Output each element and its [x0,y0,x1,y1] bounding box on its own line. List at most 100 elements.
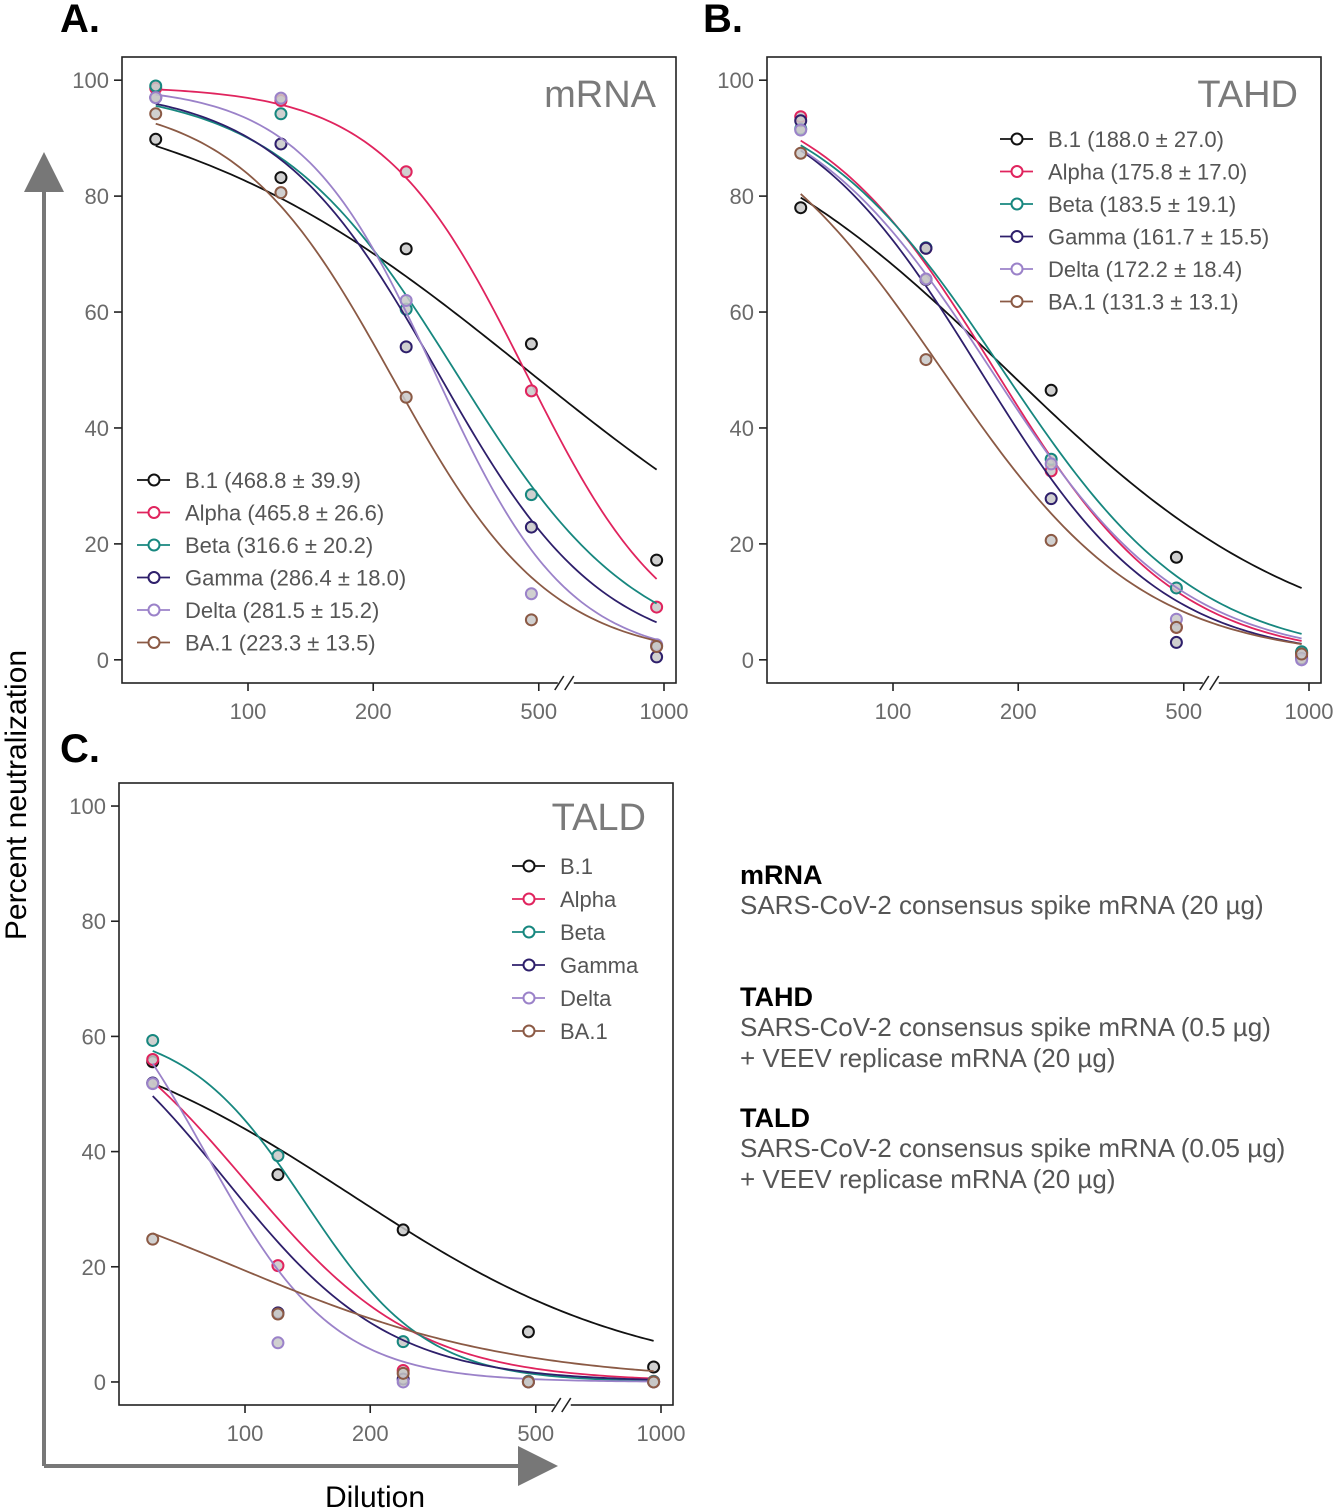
data-point-beta [524,488,538,502]
legend-label: B.1 [560,854,593,879]
legend-label: BA.1 (131.3 ± 13.1) [1048,290,1239,315]
fit-curve-ba1 [155,122,657,642]
panel-letter: C. [60,727,100,771]
description-title: mRNA [740,860,823,890]
plot-frame [121,56,677,684]
legend-marker [522,958,536,972]
fit-curve-beta [800,144,1302,635]
legend-marker [1010,262,1024,276]
data-point-b1 [521,1325,535,1339]
x-tick-label: 200 [352,1421,389,1446]
legend-marker [1010,165,1024,178]
panel-mrna: A. mRNA 0 20 40 60 80 100 100 200 500 1000 B.1 (468.… [60,0,688,724]
legend-item: B.1 (188.0 ± 27.0) [1000,127,1224,152]
fit-curve-b1 [800,196,1302,589]
legend-marker [1010,132,1024,146]
data-point-ba1 [149,107,163,121]
legend: B.1 (468.8 ± 39.9) Alpha (465.8 ± 26.6) Be… [137,468,406,656]
description-tald: TALD SARS-CoV-2 consensus spike mRNA (0.… [740,1103,1320,1195]
legend-item: Alpha (175.8 ± 17.0) [1000,160,1247,185]
y-tick-label: 40 [730,416,754,441]
data-point-b1 [271,1168,285,1182]
fit-curve-ba1 [800,193,1302,645]
data-point-beta [149,79,163,93]
legend-item: BA.1 (131.3 ± 13.1) [1000,290,1239,315]
data-point-ba1 [794,146,808,160]
plot-frame [766,56,1322,684]
data-point-delta [524,587,538,601]
y-tick-label: 40 [82,1140,106,1165]
data-point-b1 [647,1360,661,1374]
fit-curve-gamma [800,149,1302,645]
legend-item: BA.1 (223.3 ± 13.5) [137,631,376,656]
description-title: TAHD [740,982,813,1012]
data-point-b1 [396,1223,410,1237]
panel-letter: A. [60,0,100,41]
data-point-gamma [524,520,538,534]
x-tick-label: 100 [227,1421,264,1446]
description-line: + VEEV replicase mRNA (20 µg) [740,1043,1116,1073]
fit-curve-delta [151,1063,654,1383]
fit-curve-beta [155,105,658,605]
data-point-gamma [650,650,664,664]
legend-marker [522,1024,536,1038]
x-tick-label: 200 [1000,699,1037,724]
legend-label: B.1 (468.8 ± 39.9) [185,468,361,493]
data-point-gamma [1044,492,1058,506]
x-tick-label: 1000 [637,1421,686,1446]
y-tick-label: 0 [742,648,754,673]
legend-label: BA.1 (223.3 ± 13.5) [185,631,376,656]
x-tick-label: 1000 [640,699,689,724]
data-point-b1 [524,337,538,351]
data-point-b1 [1169,550,1183,564]
legend-item: Delta (172.2 ± 18.4) [1000,257,1242,282]
data-point-ba1 [274,186,288,200]
panel-title: TALD [552,797,646,839]
data-point-ba1 [399,390,413,404]
legend-marker [1010,230,1024,243]
data-point-delta [794,123,808,137]
axis-break-mark [551,1397,572,1413]
legend-item: Gamma (286.4 ± 18.0) [137,566,406,591]
legend-label: Delta [560,986,612,1011]
data-point-ba1 [524,613,538,627]
y-tick-label: 100 [69,794,106,819]
y-tick-label: 0 [97,648,109,673]
data-point-ba1 [650,639,664,653]
data-point-alpha [399,165,413,179]
legend-item: Gamma [512,953,639,978]
legend-label: Gamma [560,953,639,978]
panel-title: mRNA [544,74,657,116]
y-tick-label: 80 [82,909,106,934]
legend-marker [522,892,536,906]
y-tick-label: 60 [730,300,754,325]
shared-axes: Percent neutralization Dilution [0,152,558,1511]
x-tick-label: 100 [230,699,267,724]
axis-break-mark [554,675,575,691]
legend-label: Alpha (465.8 ± 26.6) [185,501,384,526]
legend-marker [522,991,536,1005]
legend: B.1 Alpha Beta Gamma Delta BA.1 [512,854,639,1044]
x-tick-label: 1000 [1285,699,1334,724]
legend-marker [1010,197,1024,211]
data-point-gamma [919,241,933,255]
legend-item: BA.1 [512,1019,608,1044]
data-point-alpha [650,600,664,614]
legend-marker [147,506,161,519]
panel-letter: B. [703,0,743,41]
legend-marker [522,859,536,873]
panel-title: TAHD [1197,74,1298,116]
legend-item: Alpha (465.8 ± 26.6) [137,501,384,526]
legend-item: Delta [512,986,612,1011]
panel-tahd: B. TAHD 0 20 40 60 80 100 100 200 500 1000 B.1 (188.… [703,0,1333,724]
data-point-b1 [149,132,163,146]
legend-label: Delta (281.5 ± 15.2) [185,598,379,623]
legend-label: Beta [560,920,606,945]
axis-break-mark [1199,675,1220,691]
data-point-gamma [399,340,413,354]
legend-item: Beta (316.6 ± 20.2) [137,533,373,558]
legend-item: B.1 (468.8 ± 39.9) [137,468,361,493]
legend-label: B.1 (188.0 ± 27.0) [1048,127,1224,152]
